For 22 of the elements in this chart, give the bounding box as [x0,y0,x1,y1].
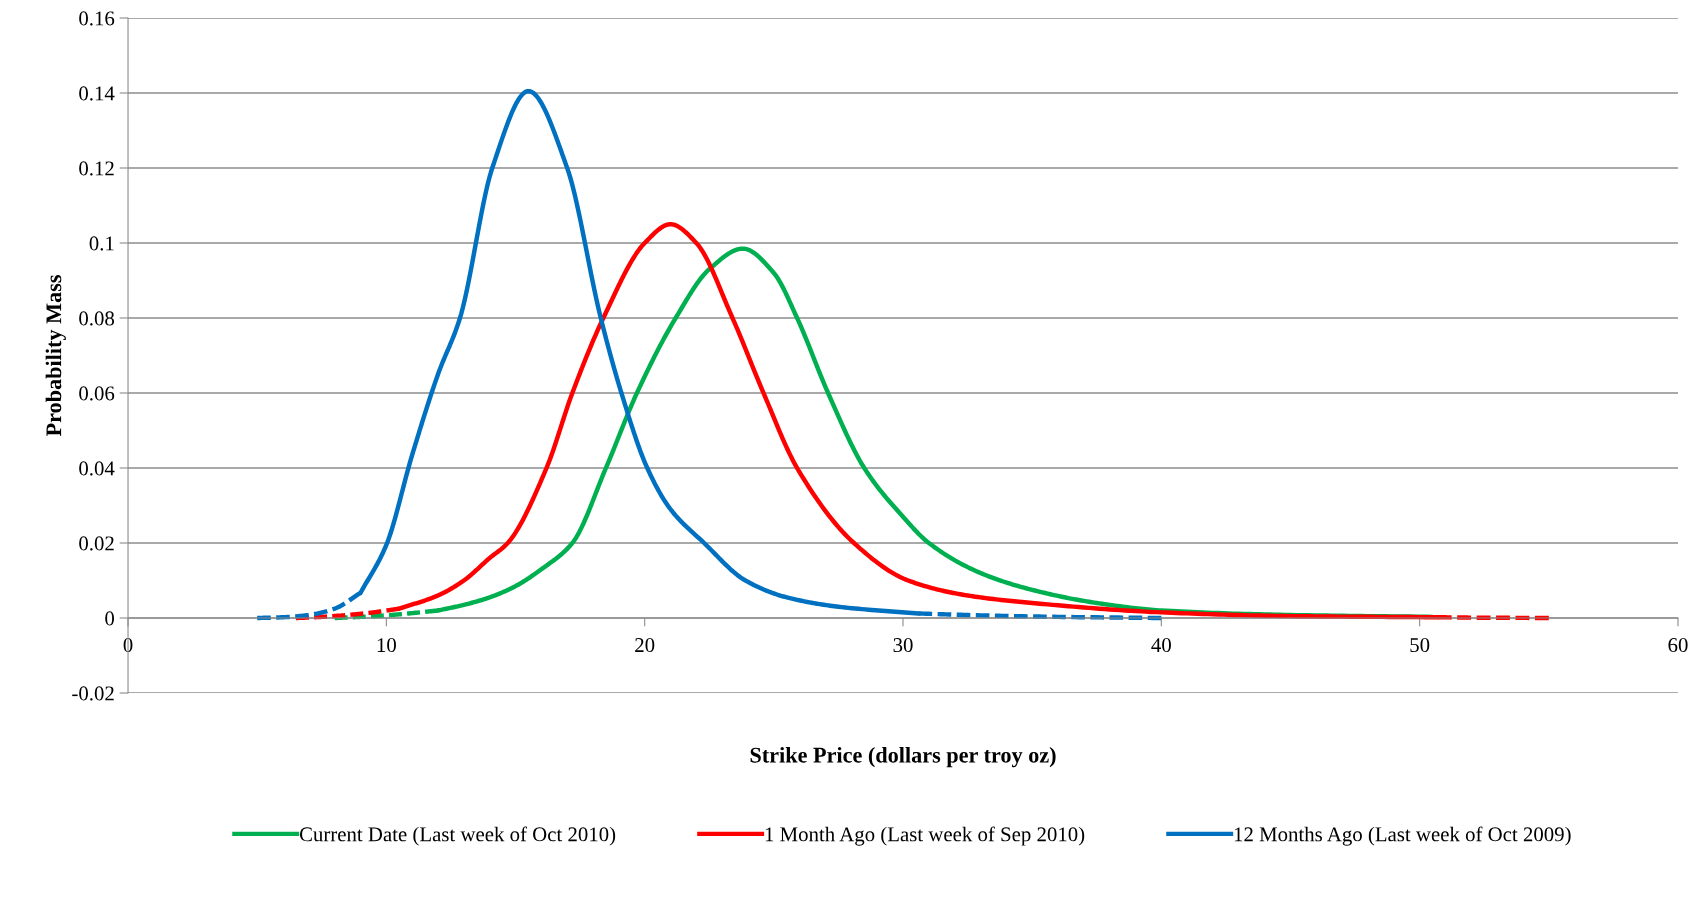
y-tick-label: 0.02 [79,536,114,551]
y-tick-label: 0.1 [89,236,114,251]
legend-label: Current Date (Last week of Oct 2010) [299,826,616,846]
y-tick-label: 0.16 [79,11,115,26]
legend-label: 1 Month Ago (Last week of Sep 2010) [765,826,1085,846]
x-tick-label: 30 [893,638,913,653]
x-axis-title: Strike Price (dollars per troy oz) [750,747,1056,768]
y-tick-label: 0.08 [79,311,115,326]
x-tick-label: 0 [123,638,133,653]
x-tick-label: 50 [1410,638,1430,653]
y-tick-label: 0.14 [79,86,115,101]
x-tick-label: 20 [635,638,655,653]
x-tick-label: 60 [1668,638,1688,653]
legend-label: 12 Months Ago (Last week of Oct 2009) [1234,826,1571,846]
y-tick-label: -0.02 [72,686,114,701]
y-tick-label: 0.06 [79,386,115,401]
x-tick-label: 40 [1151,638,1171,653]
y-axis-title: Probability Mass [45,275,66,437]
y-tick-label: 0.04 [79,461,115,476]
x-tick-label: 10 [377,638,396,653]
y-tick-label: 0.12 [79,161,114,176]
y-tick-label: 0 [105,611,115,626]
